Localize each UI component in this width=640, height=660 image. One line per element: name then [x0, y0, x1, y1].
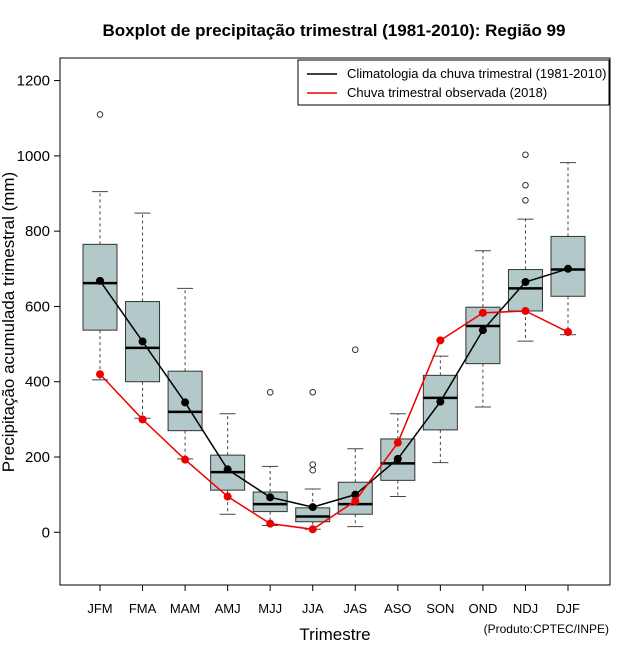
series-point — [351, 490, 360, 499]
outlier-point — [309, 388, 317, 396]
box-djf — [550, 162, 586, 336]
x-tick-label: NDJ — [513, 601, 538, 616]
series-point — [393, 438, 402, 447]
series-line — [99, 268, 569, 508]
box-mjj — [252, 388, 288, 527]
x-tick-label: OND — [468, 601, 497, 616]
series-point — [521, 306, 530, 315]
x-tick-label: MJJ — [258, 601, 282, 616]
y-tick-label: 1000 — [17, 148, 50, 165]
y-axis: 0 200 400 600 800 1000 1200 — [17, 73, 61, 541]
y-axis-label: Precipitação acumulada trimestral (mm) — [0, 172, 18, 472]
series-point — [138, 415, 147, 424]
series-line — [99, 310, 569, 531]
outlier-point — [266, 388, 274, 396]
y-tick-label: 200 — [25, 449, 50, 466]
outlier-point — [309, 466, 317, 474]
box-iqr — [82, 243, 118, 331]
series-point — [478, 326, 487, 335]
x-tick-label: MAM — [170, 601, 200, 616]
x-tick-label: JAS — [343, 601, 367, 616]
series-point — [266, 519, 275, 528]
x-tick-label: FMA — [129, 601, 157, 616]
series-point — [308, 525, 317, 534]
legend: Climatologia da chuva trimestral (1981-2… — [297, 59, 610, 106]
series-point — [96, 276, 104, 285]
series-observed — [96, 306, 572, 534]
box-jfm — [82, 111, 118, 381]
series-point — [521, 277, 530, 286]
series-point — [266, 493, 275, 502]
outlier-point — [309, 461, 317, 468]
series-point — [436, 336, 445, 345]
legend-label-observed: Chuva trimestral observada (2018) — [347, 85, 547, 100]
series-point — [351, 497, 360, 506]
x-tick-label: SON — [426, 601, 454, 616]
outlier-point — [522, 196, 529, 204]
legend-box — [297, 59, 610, 106]
x-tick-label: JFM — [87, 601, 112, 616]
series-point — [138, 337, 147, 346]
box-son — [422, 355, 458, 464]
legend-label-climatology: Climatologia da chuva trimestral (1981-2… — [347, 66, 606, 81]
y-tick-label: 800 — [25, 223, 50, 240]
x-axis-label: Trimestre — [299, 625, 370, 644]
series-point — [308, 503, 317, 512]
outlier-point — [96, 111, 104, 118]
outlier-point — [522, 181, 529, 189]
series-point — [478, 308, 487, 317]
y-tick-label: 1200 — [17, 73, 50, 90]
series-point — [564, 264, 572, 273]
box-mam — [167, 287, 203, 460]
series-point — [393, 454, 402, 463]
x-tick-label: DJF — [556, 601, 580, 616]
y-tick-label: 400 — [25, 374, 50, 391]
y-tick-label: 0 — [42, 524, 50, 541]
series-layer — [96, 264, 572, 534]
box-iqr — [507, 269, 543, 312]
series-point — [223, 492, 232, 501]
series-point — [181, 398, 190, 407]
outlier-point — [522, 151, 529, 159]
series-point — [181, 455, 190, 464]
box-ndj — [507, 151, 543, 342]
y-tick-label: 600 — [25, 298, 50, 315]
x-tick-label: ASO — [384, 601, 411, 616]
series-climatology — [96, 264, 572, 512]
outlier-point — [351, 346, 359, 354]
series-point — [564, 328, 572, 337]
series-point — [96, 370, 104, 379]
x-axis: JFM FMA MAM AMJ MJJ JJA JAS ASO SON OND NDJ DJF — [87, 585, 580, 616]
x-tick-label: JJA — [302, 601, 324, 616]
box-fma — [125, 212, 161, 419]
chart-title: Boxplot de precipitação trimestral (1981… — [103, 21, 566, 40]
series-point — [436, 397, 445, 406]
x-tick-label: AMJ — [215, 601, 241, 616]
series-point — [223, 465, 232, 474]
boxes-layer — [82, 111, 586, 530]
credit-text: (Produto:CPTEC/INPE) — [484, 622, 609, 636]
